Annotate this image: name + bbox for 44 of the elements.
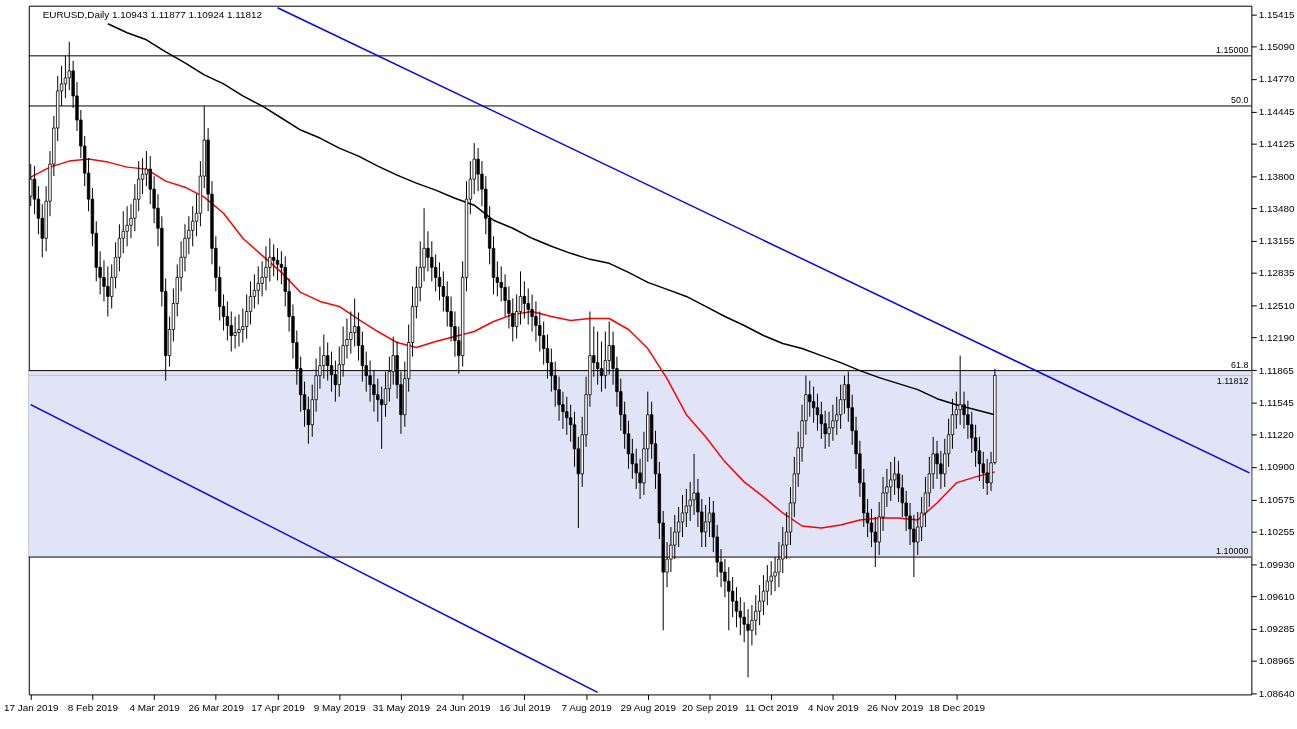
x-tick-label: 26 Nov 2019 xyxy=(867,701,924,713)
y-tick-label: 1.09930 xyxy=(1258,558,1296,570)
ref-line-label: 1.10000 xyxy=(1216,546,1249,557)
x-tick-label: 4 Mar 2019 xyxy=(129,701,181,713)
x-tick-label: 9 May 2019 xyxy=(313,701,367,713)
y-tick-label: 1.12835 xyxy=(1258,267,1296,279)
y-tick-label: 1.10900 xyxy=(1258,461,1296,473)
y-tick-label: 1.15415 xyxy=(1258,8,1296,20)
y-tick-label: 1.14125 xyxy=(1258,138,1296,150)
x-tick-label: 24 Jun 2019 xyxy=(435,701,491,713)
x-tick-label: 17 Apr 2019 xyxy=(251,701,306,713)
y-tick-label: 1.09610 xyxy=(1258,590,1296,602)
y-tick-label: 1.09285 xyxy=(1258,623,1296,635)
y-tick-label: 1.12510 xyxy=(1258,299,1296,311)
x-tick-label: 4 Nov 2019 xyxy=(808,701,860,713)
ref-line-label: 1.11812 xyxy=(1216,376,1249,387)
x-tick-label: 16 Jul 2019 xyxy=(499,701,551,713)
x-tick-label: 26 Mar 2019 xyxy=(188,701,245,713)
y-tick-label: 1.15090 xyxy=(1258,41,1296,53)
x-tick-label: 8 Feb 2019 xyxy=(67,701,119,713)
x-tick-label: 20 Sep 2019 xyxy=(681,701,739,713)
x-tick-label: 18 Dec 2019 xyxy=(928,701,986,713)
x-tick-label: 11 Oct 2019 xyxy=(745,701,799,713)
chart-title: EURUSD,Daily 1.10943 1.11877 1.10924 1.11812 xyxy=(42,8,263,20)
y-tick-label: 1.14445 xyxy=(1258,105,1296,117)
y-tick-label: 1.14770 xyxy=(1258,73,1296,85)
y-tick-label: 1.11865 xyxy=(1258,364,1295,376)
x-tick-label: 31 May 2019 xyxy=(372,701,431,713)
y-tick-label: 1.08640 xyxy=(1258,687,1296,699)
y-tick-label: 1.11220 xyxy=(1258,429,1295,441)
x-tick-label: 29 Aug 2019 xyxy=(620,701,677,713)
y-tick-label: 1.10575 xyxy=(1258,493,1296,505)
y-tick-label: 1.13800 xyxy=(1258,170,1296,182)
annotation: 61.8 xyxy=(1231,359,1249,370)
annotation: 50.0 xyxy=(1231,94,1249,105)
x-tick-label: 17 Jan 2019 xyxy=(3,701,59,713)
y-tick-label: 1.13155 xyxy=(1258,235,1296,247)
x-tick-label: 7 Aug 2019 xyxy=(561,701,613,713)
ref-line-label: 1.15000 xyxy=(1216,44,1249,55)
y-tick-label: 1.10255 xyxy=(1258,525,1296,537)
y-tick-label: 1.11545 xyxy=(1258,396,1295,408)
y-tick-label: 1.08965 xyxy=(1258,655,1296,667)
y-tick-label: 1.13480 xyxy=(1258,202,1296,214)
y-tick-label: 1.12190 xyxy=(1258,332,1296,344)
